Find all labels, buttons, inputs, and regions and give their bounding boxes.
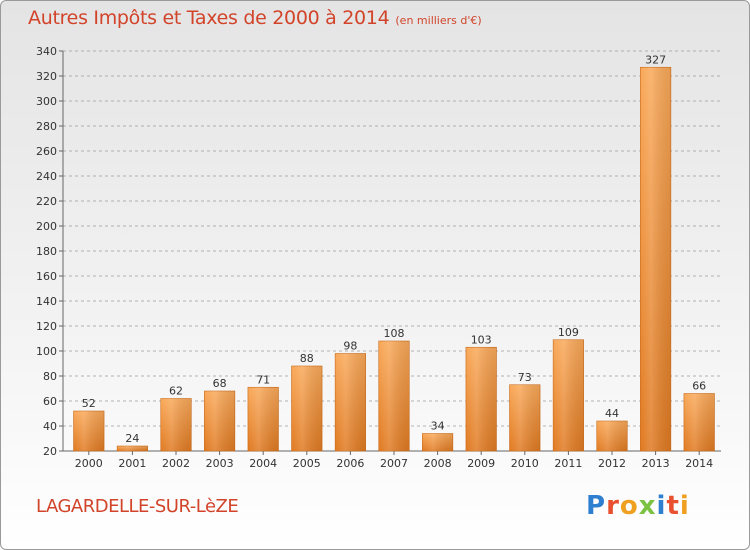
logo-letter: x (638, 491, 657, 521)
y-tick-label: 260 (36, 145, 57, 158)
x-tick-label: 2006 (336, 457, 364, 470)
x-tick-label: 2003 (206, 457, 234, 470)
x-tick-label: 2008 (424, 457, 452, 470)
y-tick-label: 140 (36, 295, 57, 308)
y-tick-label: 280 (36, 120, 57, 133)
x-tick-label: 2012 (598, 457, 626, 470)
data-label: 103 (471, 333, 492, 346)
bar-shading (335, 353, 366, 451)
y-tick-label: 60 (43, 395, 57, 408)
bar-shading (117, 446, 148, 451)
data-label: 108 (384, 327, 405, 340)
y-tick-label: 120 (36, 320, 57, 333)
chart-subtitle: (en milliers d'€) (395, 14, 482, 27)
bar-shading (509, 384, 541, 451)
x-tick-label: 2005 (293, 457, 321, 470)
bar-shading (683, 393, 715, 451)
y-tick-label: 220 (36, 195, 57, 208)
bar-shading (204, 391, 235, 451)
y-tick-label: 20 (43, 445, 57, 458)
chart-title-block: Autres Impôts et Taxes de 2000 à 2014 (en… (28, 7, 482, 29)
logo-letter: i (656, 491, 667, 521)
x-tick-label: 2013 (642, 457, 670, 470)
x-tick-label: 2000 (75, 457, 103, 470)
x-tick-label: 2007 (380, 457, 408, 470)
x-tick-label: 2001 (118, 457, 146, 470)
bar-shading (247, 387, 279, 451)
x-tick-label: 2014 (685, 457, 713, 470)
data-labels: 52 2000 24 2001 62 2002 68 2003 71 2004 88 2005 98 20… (75, 53, 713, 470)
bar-shading (378, 341, 410, 451)
y-tick-label: 40 (43, 420, 57, 433)
data-label: 34 (431, 420, 445, 433)
data-label: 327 (645, 53, 666, 66)
chart-title: Autres Impôts et Taxes de 2000 à 2014 (28, 7, 390, 29)
bar-shading (160, 398, 192, 451)
data-label: 52 (82, 397, 96, 410)
y-tick-label: 320 (36, 70, 57, 83)
data-label: 44 (605, 407, 619, 420)
bar-shading (291, 366, 323, 451)
commune-name: LAGARDELLE-SUR-LèZE (36, 496, 239, 517)
bars (73, 66, 715, 452)
bar-shading (73, 411, 105, 451)
data-label: 66 (692, 380, 706, 393)
data-label: 62 (169, 385, 183, 398)
bar-shading (422, 433, 453, 451)
proxiti-logo[interactable]: Proxiti (586, 491, 690, 521)
bar-shading (465, 347, 497, 451)
y-tick-label: 180 (36, 245, 57, 258)
y-tick-label: 340 (36, 45, 57, 58)
data-label: 68 (213, 377, 227, 390)
data-label: 109 (558, 326, 579, 339)
logo-letter: i (679, 491, 690, 521)
y-tick-label: 100 (36, 345, 57, 358)
x-tick-label: 2002 (162, 457, 190, 470)
y-tick-label: 240 (36, 170, 57, 183)
y-tick-label: 160 (36, 270, 57, 283)
y-tick-label: 200 (36, 220, 57, 233)
logo-letter: r (606, 491, 620, 521)
y-tick-label: 80 (43, 370, 57, 383)
logo-letter: t (666, 491, 680, 521)
x-tick-label: 2010 (511, 457, 539, 470)
data-label: 73 (518, 371, 532, 384)
bar-shading (596, 421, 628, 451)
data-label: 98 (343, 340, 357, 353)
logo-letter: P (586, 491, 607, 521)
y-tick-label: 300 (36, 95, 57, 108)
bar-shading (640, 67, 671, 451)
data-label: 71 (256, 373, 270, 386)
logo-letter: o (619, 491, 639, 521)
bar-shading (553, 339, 584, 451)
x-tick-label: 2009 (467, 457, 495, 470)
data-label: 24 (125, 432, 139, 445)
x-tick-label: 2004 (249, 457, 277, 470)
data-label: 88 (300, 352, 314, 365)
x-tick-label: 2011 (554, 457, 582, 470)
